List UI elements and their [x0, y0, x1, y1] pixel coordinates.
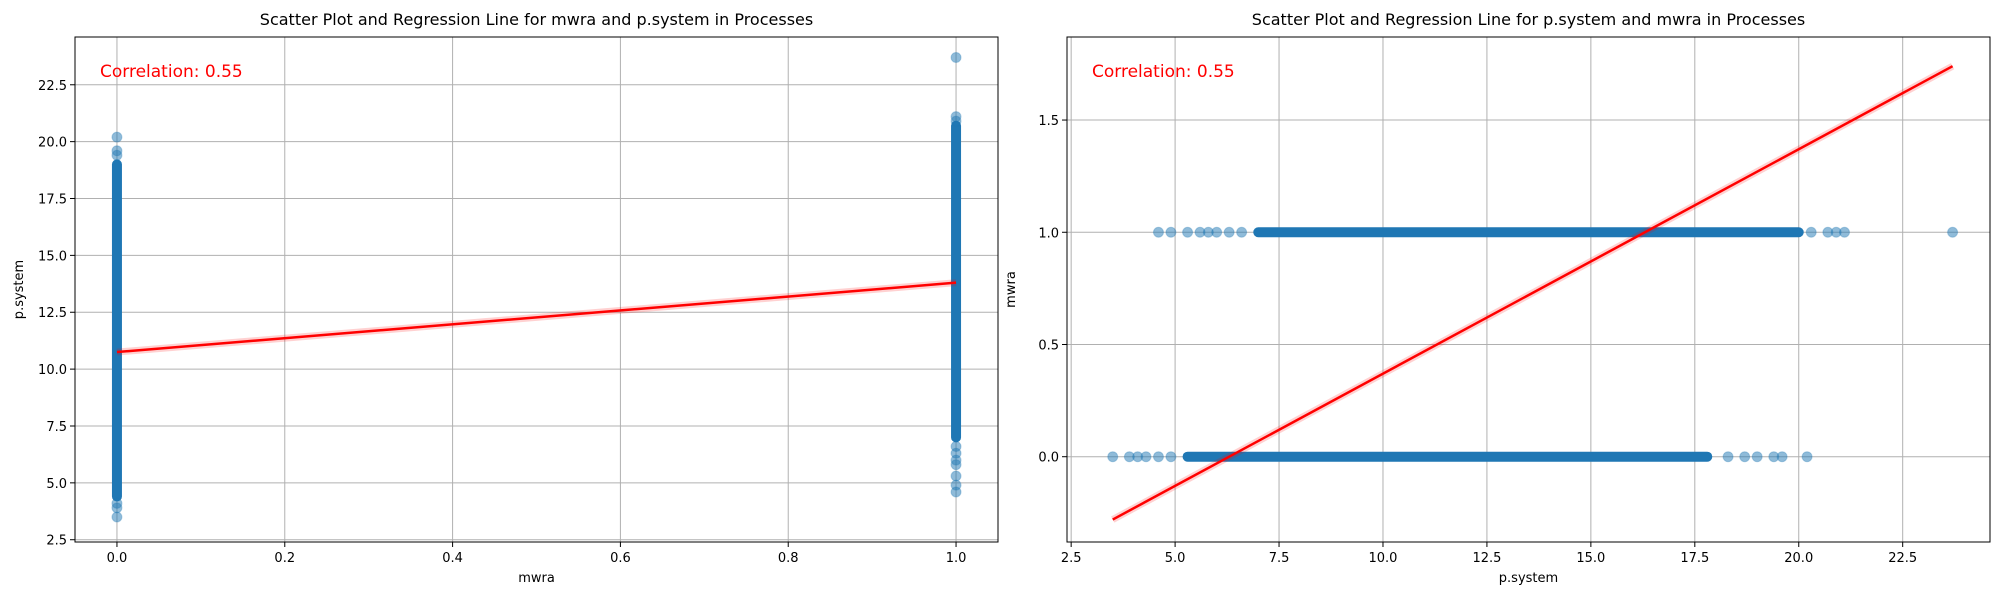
scatter-point [1152, 451, 1164, 463]
y-tick-label: 1.0 [1038, 226, 1059, 241]
chart-right: 2.5 5.0 7.5 10.0 12.5 15.0 17.5 20.0 22.5 0.0 0.5 1… [1004, 10, 1991, 586]
plot-area [75, 37, 998, 542]
y-tick-label: 15.0 [38, 249, 67, 264]
scatter-points [111, 51, 962, 523]
scatter-point [1140, 451, 1152, 463]
x-tick-label: 7.5 [1269, 551, 1290, 566]
correlation-annotation: Correlation: 0.55 [1092, 62, 1235, 82]
axes-frame [1066, 36, 1991, 543]
chart-left: 0.0 0.2 0.4 0.6 0.8 1.0 2.5 5.0 7.5 10.0 12.5 15.0 1… [12, 10, 999, 586]
scatter-point [1805, 226, 1817, 238]
y-tick-label: 22.5 [38, 79, 67, 94]
y-tick-label: 5.0 [46, 477, 67, 492]
x-tick-label: 5.0 [1165, 551, 1186, 566]
scatter-point [950, 470, 962, 482]
x-tick-label: 0.2 [274, 551, 295, 566]
x-tick-label: 10.0 [1369, 551, 1398, 566]
scatter-point [111, 497, 123, 509]
scatter-point [111, 131, 123, 143]
scatter-point [1211, 226, 1223, 238]
scatter-point [1223, 226, 1235, 238]
y-tick-label: 0.5 [1038, 338, 1059, 353]
scatter-point [1838, 226, 1850, 238]
y-tick-label: 1.5 [1038, 114, 1059, 129]
scatter-point [111, 511, 123, 523]
correlation-annotation: Correlation: 0.55 [100, 62, 243, 82]
y-axis-label: mwra [1004, 271, 1019, 308]
scatter-point [111, 145, 123, 157]
scatter-points [1107, 226, 1959, 463]
x-tick-label: 17.5 [1680, 551, 1709, 566]
x-tick-label: 2.5 [1061, 551, 1082, 566]
x-tick-label: 12.5 [1472, 551, 1501, 566]
y-tick-label: 7.5 [46, 420, 67, 435]
x-tick-label: 22.5 [1888, 551, 1917, 566]
scatter-point [950, 479, 962, 491]
axes-frame [74, 36, 999, 543]
y-axis-label: p.system [12, 260, 27, 319]
y-tick-label: 12.5 [38, 306, 67, 321]
y-tick-label: 17.5 [38, 193, 67, 208]
y-tick-label: 2.5 [46, 534, 67, 549]
x-tick-label: 15.0 [1576, 551, 1605, 566]
x-tick-label: 0.4 [442, 551, 463, 566]
x-tick-label: 0.0 [107, 551, 128, 566]
scatter-point [950, 440, 962, 452]
x-tick-label: 1.0 [946, 551, 967, 566]
scatter-point [1107, 451, 1119, 463]
regression-line [116, 281, 957, 354]
chart-title: Scatter Plot and Regression Line for p.s… [1252, 10, 1805, 29]
y-tick-label: 0.0 [1038, 451, 1059, 466]
x-tick-label: 20.0 [1784, 551, 1813, 566]
scatter-point [1776, 451, 1788, 463]
scatter-point [950, 111, 962, 123]
x-tick-label: 0.6 [610, 551, 631, 566]
scatter-point [1236, 226, 1248, 238]
x-axis-label: p.system [1499, 571, 1558, 586]
scatter-point [1165, 451, 1177, 463]
x-axis-label: mwra [518, 571, 555, 586]
scatter-point [1801, 451, 1813, 463]
scatter-point [1739, 451, 1751, 463]
x-tick-label: 0.8 [778, 551, 799, 566]
scatter-point [1152, 226, 1164, 238]
regression-line [1112, 65, 1954, 521]
scatter-point [950, 51, 962, 63]
y-tick-label: 10.0 [38, 363, 67, 378]
scatter-point [1751, 451, 1763, 463]
y-tick-label: 20.0 [38, 136, 67, 151]
scatter-point [1182, 226, 1194, 238]
chart-title: Scatter Plot and Regression Line for mwr… [260, 10, 813, 29]
scatter-point [1165, 226, 1177, 238]
scatter-point [1722, 451, 1734, 463]
scatter-point [1947, 226, 1959, 238]
